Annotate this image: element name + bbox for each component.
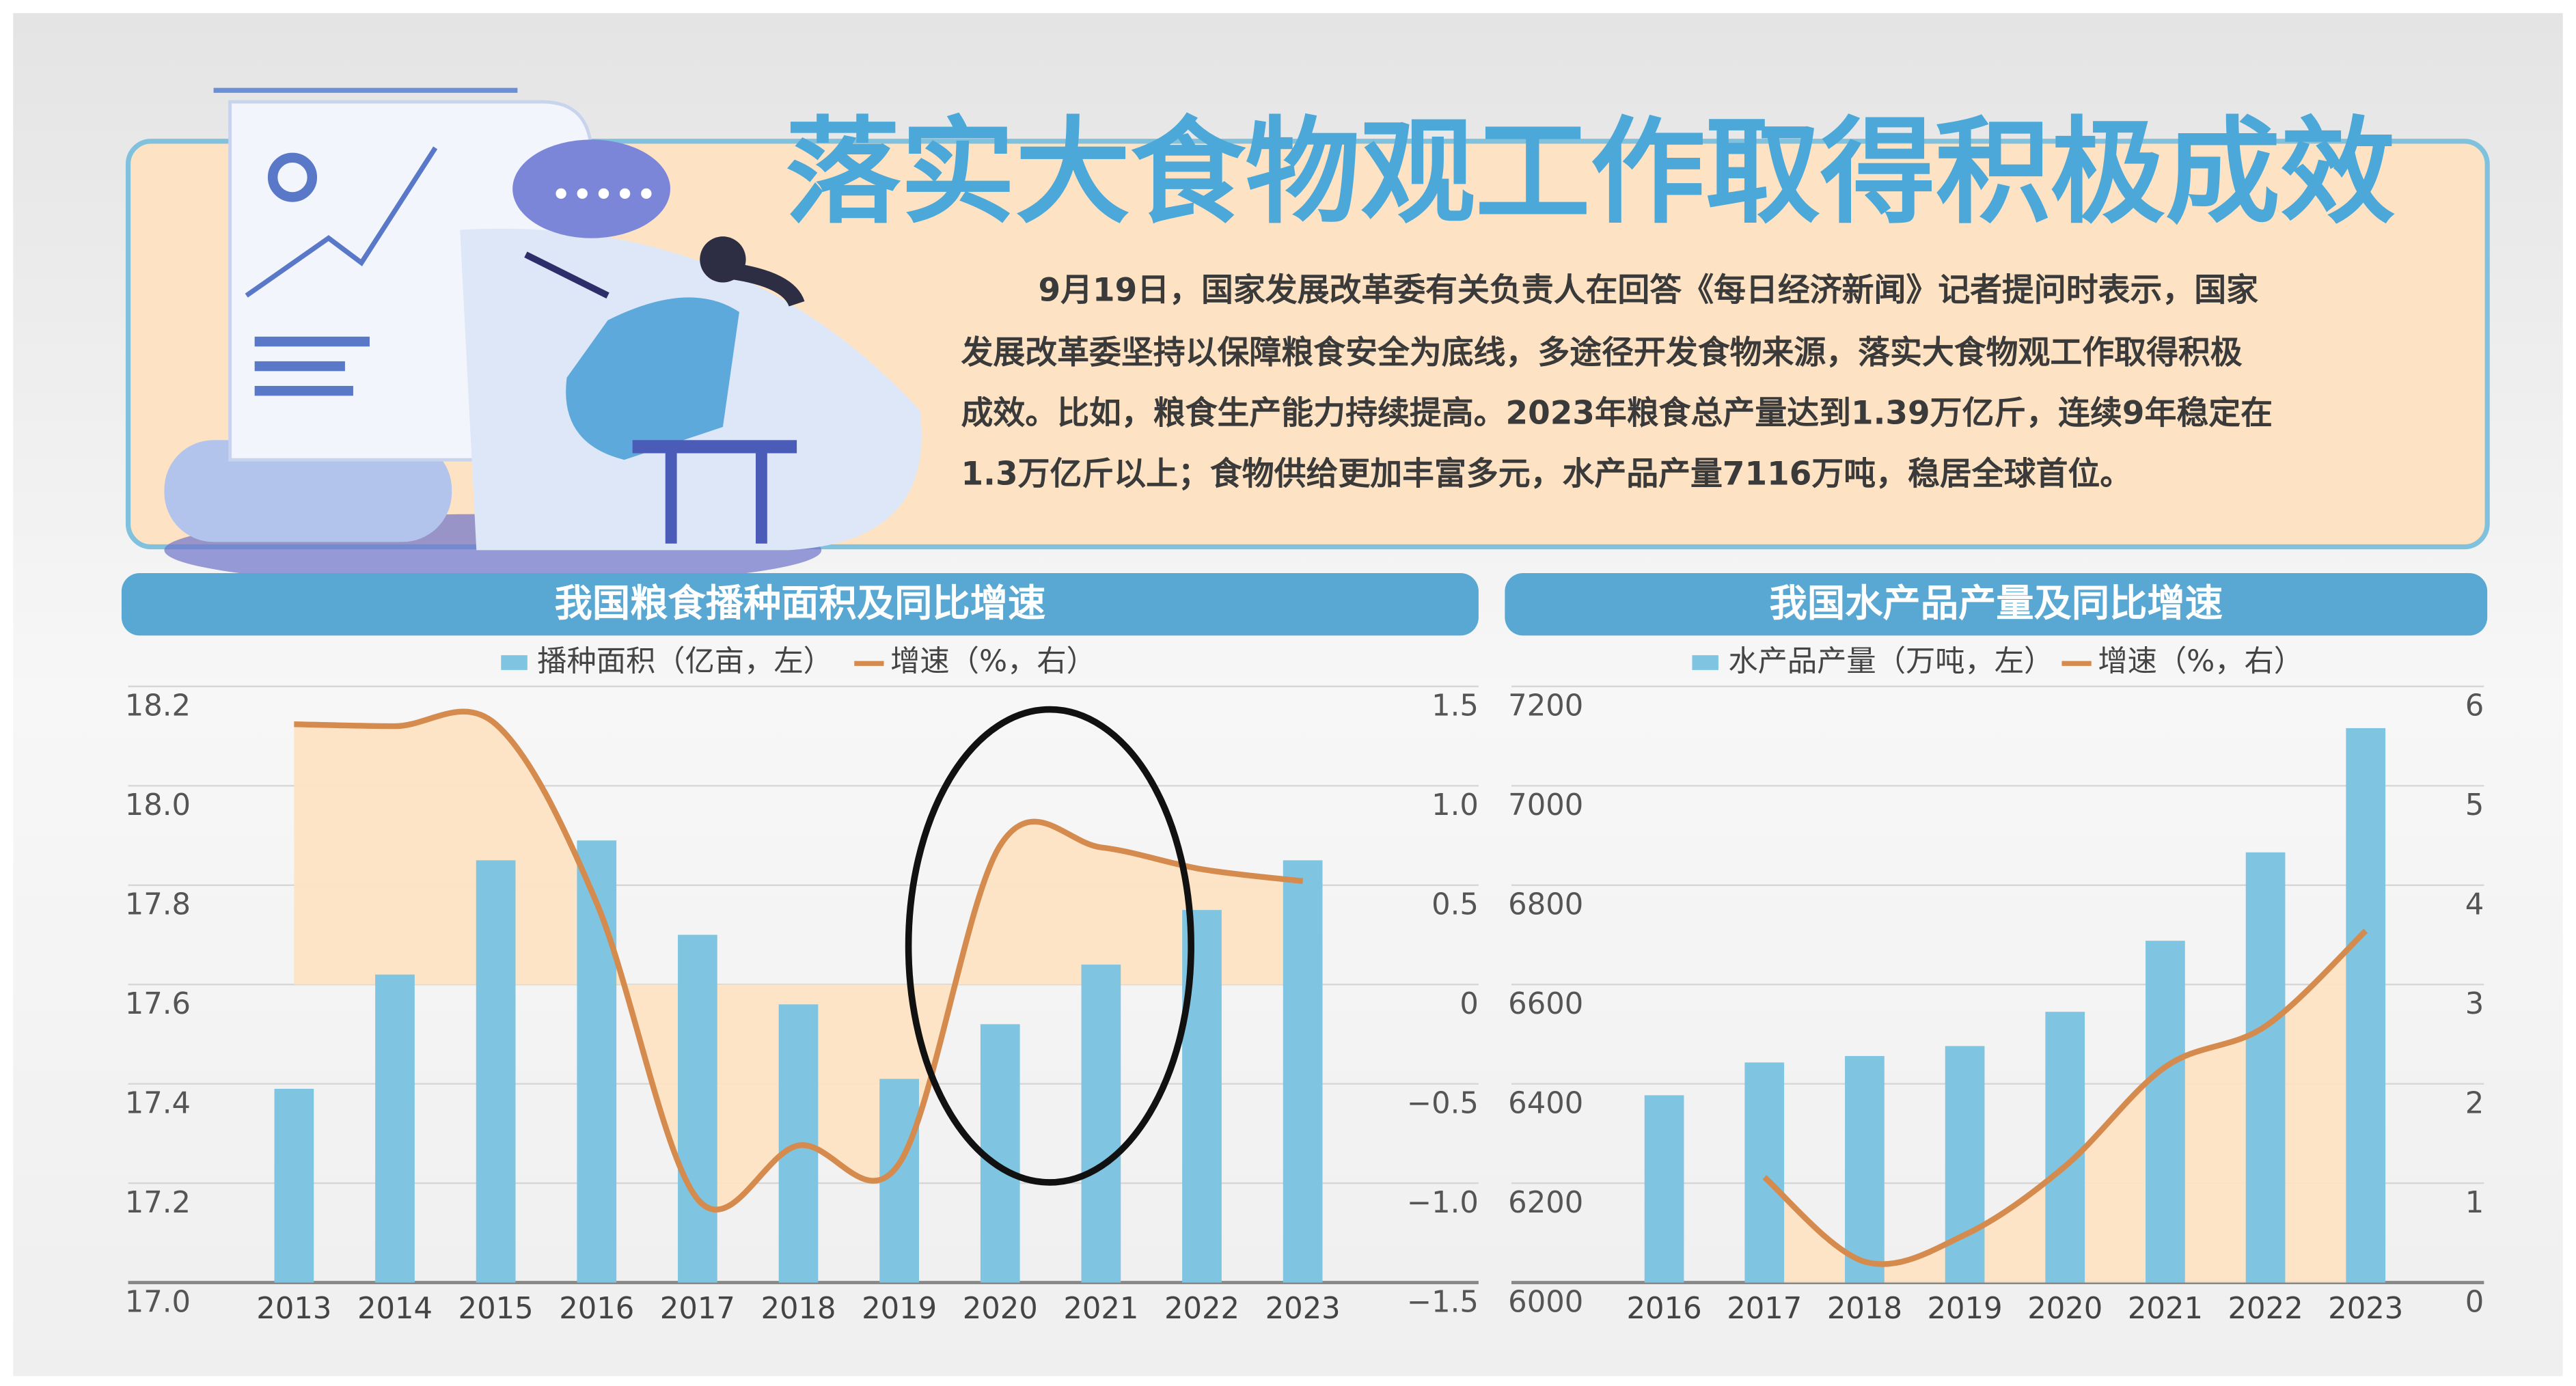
chart-title: 我国粮食播种面积及同比增速 bbox=[555, 582, 1046, 626]
y2-tick-label: 5 bbox=[2465, 788, 2484, 822]
y2-tick-label: 1.0 bbox=[1431, 788, 1479, 822]
x-tick-label: 2019 bbox=[862, 1292, 937, 1326]
bar bbox=[2246, 853, 2286, 1283]
bar bbox=[1945, 1046, 1985, 1282]
y2-tick-label: −1.0 bbox=[1407, 1186, 1479, 1220]
paragraph-line: 1.3万亿斤以上；食物供给更加丰富多元，水产品产量7116万吨，稳居全球首位。 bbox=[961, 456, 2133, 493]
y-tick-label: 6000 bbox=[1508, 1285, 1583, 1319]
bar bbox=[375, 975, 415, 1283]
page: ••••• 落实大食物观工作取得积极成效 9月19日，国家发展改革委有关负责人在… bbox=[0, 0, 2576, 1386]
x-tick-label: 2023 bbox=[2328, 1292, 2403, 1326]
x-tick-label: 2020 bbox=[2027, 1292, 2102, 1326]
y2-tick-label: 0.5 bbox=[1431, 888, 1479, 922]
y-tick-label: 18.0 bbox=[125, 788, 191, 822]
bar bbox=[879, 1079, 919, 1282]
bar bbox=[2146, 941, 2185, 1282]
y-tick-label: 7000 bbox=[1508, 788, 1583, 822]
bar bbox=[476, 860, 516, 1282]
bar bbox=[275, 1089, 314, 1283]
legend-swatch bbox=[501, 655, 527, 670]
y2-tick-label: 0 bbox=[1460, 987, 1479, 1021]
y2-tick-label: 3 bbox=[2465, 987, 2484, 1021]
y2-tick-label: −1.5 bbox=[1407, 1285, 1479, 1319]
y-tick-label: 17.6 bbox=[125, 987, 191, 1021]
y2-tick-label: 2 bbox=[2465, 1086, 2484, 1120]
y-tick-label: 17.8 bbox=[125, 888, 191, 922]
bar bbox=[1744, 1062, 1784, 1282]
y-tick-label: 17.4 bbox=[125, 1086, 191, 1120]
x-tick-label: 2021 bbox=[2128, 1292, 2203, 1326]
x-tick-label: 2015 bbox=[458, 1292, 534, 1326]
bar bbox=[1283, 860, 1323, 1282]
bar bbox=[1082, 965, 1121, 1282]
paragraph-line: 发展改革委坚持以保障粮食安全为底线，多途径开发食物来源，落实大食物观工作取得积极 bbox=[961, 334, 2243, 372]
y2-tick-label: 0 bbox=[2465, 1285, 2484, 1319]
y-tick-label: 6600 bbox=[1508, 987, 1583, 1021]
x-tick-label: 2013 bbox=[256, 1292, 331, 1326]
y2-tick-label: 4 bbox=[2465, 888, 2484, 922]
x-tick-label: 2020 bbox=[963, 1292, 1038, 1326]
y-tick-label: 7200 bbox=[1508, 689, 1583, 723]
y2-tick-label: 6 bbox=[2465, 689, 2484, 723]
y-tick-label: 18.2 bbox=[125, 689, 191, 723]
y2-tick-label: 1.5 bbox=[1431, 689, 1479, 723]
x-tick-label: 2016 bbox=[559, 1292, 634, 1326]
svg-text:•••••: ••••• bbox=[550, 174, 657, 216]
page-title: 落实大食物观工作取得积极成效 bbox=[785, 105, 2395, 239]
legend-label: 增速（%，右） bbox=[890, 645, 1096, 679]
bar bbox=[1845, 1056, 1885, 1283]
y-tick-label: 6800 bbox=[1508, 888, 1583, 922]
bar bbox=[678, 934, 717, 1282]
x-tick-label: 2018 bbox=[1827, 1292, 1902, 1326]
x-tick-label: 2017 bbox=[660, 1292, 735, 1326]
legend-label: 水产品产量（万吨，左） bbox=[1728, 645, 2053, 679]
x-tick-label: 2019 bbox=[1928, 1292, 2003, 1326]
x-tick-label: 2023 bbox=[1265, 1292, 1341, 1326]
y-tick-label: 17.2 bbox=[125, 1186, 191, 1220]
y2-tick-label: 1 bbox=[2465, 1186, 2484, 1220]
legend-label: 播种面积（亿亩，左） bbox=[537, 645, 833, 679]
x-tick-label: 2016 bbox=[1627, 1292, 1702, 1326]
x-tick-label: 2018 bbox=[761, 1292, 836, 1326]
x-tick-label: 2014 bbox=[357, 1292, 433, 1326]
paragraph-line: 成效。比如，粮食生产能力持续提高。2023年粮食总产量达到1.39万亿斤，连续9… bbox=[961, 395, 2273, 432]
bar bbox=[2045, 1012, 2085, 1282]
bar bbox=[1645, 1095, 1684, 1282]
x-tick-label: 2022 bbox=[1164, 1292, 1239, 1326]
legend-swatch bbox=[1692, 655, 1718, 670]
y-tick-label: 17.0 bbox=[125, 1285, 191, 1319]
y-tick-label: 6400 bbox=[1508, 1086, 1583, 1120]
x-tick-label: 2022 bbox=[2228, 1292, 2303, 1326]
bar bbox=[2346, 728, 2385, 1283]
x-tick-label: 2017 bbox=[1727, 1292, 1802, 1326]
y2-tick-label: −0.5 bbox=[1407, 1086, 1479, 1120]
paragraph-line: 9月19日，国家发展改革委有关负责人在回答《每日经济新闻》记者提问时表示，国家 bbox=[1039, 271, 2259, 309]
chart-title: 我国水产品产量及同比增速 bbox=[1770, 582, 2223, 626]
y-tick-label: 6200 bbox=[1508, 1186, 1583, 1220]
legend-label: 增速（%，右） bbox=[2098, 645, 2303, 679]
x-tick-label: 2021 bbox=[1063, 1292, 1138, 1326]
